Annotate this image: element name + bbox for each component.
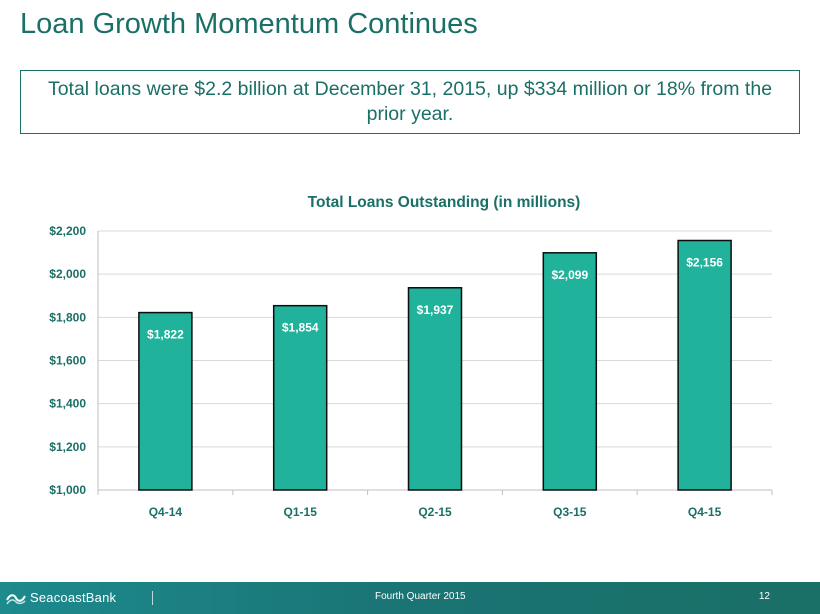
- chart-title: Total Loans Outstanding (in millions): [308, 194, 581, 211]
- page-number: 12: [758, 591, 770, 602]
- logo-text: SeacoastBank: [30, 590, 117, 605]
- bar: [677, 239, 732, 491]
- y-tick-label: $1,400: [49, 397, 86, 411]
- bar: [407, 287, 463, 491]
- page-title: Loan Growth Momentum Continues: [20, 8, 478, 40]
- x-tick-label: Q2-15: [418, 505, 452, 519]
- x-axis-ticks: Q4-14 Q1-15 Q2-15 Q3-15 Q4-15: [149, 505, 722, 519]
- bank-logo: SeacoastBank: [6, 590, 116, 605]
- y-tick-label: $1,000: [49, 483, 86, 497]
- x-tick-label: Q3-15: [553, 505, 587, 519]
- data-label: $1,822: [147, 328, 184, 342]
- callout-text: Total loans were $2.2 billion at Decembe…: [47, 78, 773, 125]
- bars: [138, 239, 732, 491]
- y-tick-label: $1,800: [49, 310, 86, 324]
- bar: [272, 304, 328, 491]
- y-tick-label: $2,200: [49, 224, 86, 238]
- x-tick-label: Q1-15: [284, 505, 318, 519]
- y-tick-label: $1,200: [49, 440, 86, 454]
- x-tick-label: Q4-15: [688, 505, 722, 519]
- bar-chart: Total Loans Outstanding (in millions) $1…: [49, 194, 773, 519]
- data-label: $2,156: [686, 255, 723, 269]
- data-label: $1,937: [417, 303, 454, 317]
- data-label: $1,854: [282, 321, 319, 335]
- y-tick-label: $1,600: [49, 354, 86, 368]
- x-tick-label: Q4-14: [149, 505, 183, 519]
- data-labels: $1,822 $1,854 $1,937 $2,099 $2,156: [147, 255, 723, 341]
- seacoast-wave-icon: [6, 593, 26, 604]
- footer-divider: [152, 591, 153, 605]
- footer-bar: SeacoastBank Fourth Quarter 2015 12: [0, 582, 820, 614]
- bar: [138, 311, 193, 491]
- y-axis-ticks: $1,000 $1,200 $1,400 $1,600 $1,800 $2,000 $2,2…: [49, 224, 86, 497]
- data-label: $2,099: [551, 268, 588, 282]
- y-tick-label: $2,000: [49, 267, 86, 281]
- summary-callout: Total loans were $2.2 billion at Decembe…: [20, 70, 800, 134]
- bar: [542, 252, 598, 491]
- footer-quarter: Fourth Quarter 2015: [375, 591, 466, 602]
